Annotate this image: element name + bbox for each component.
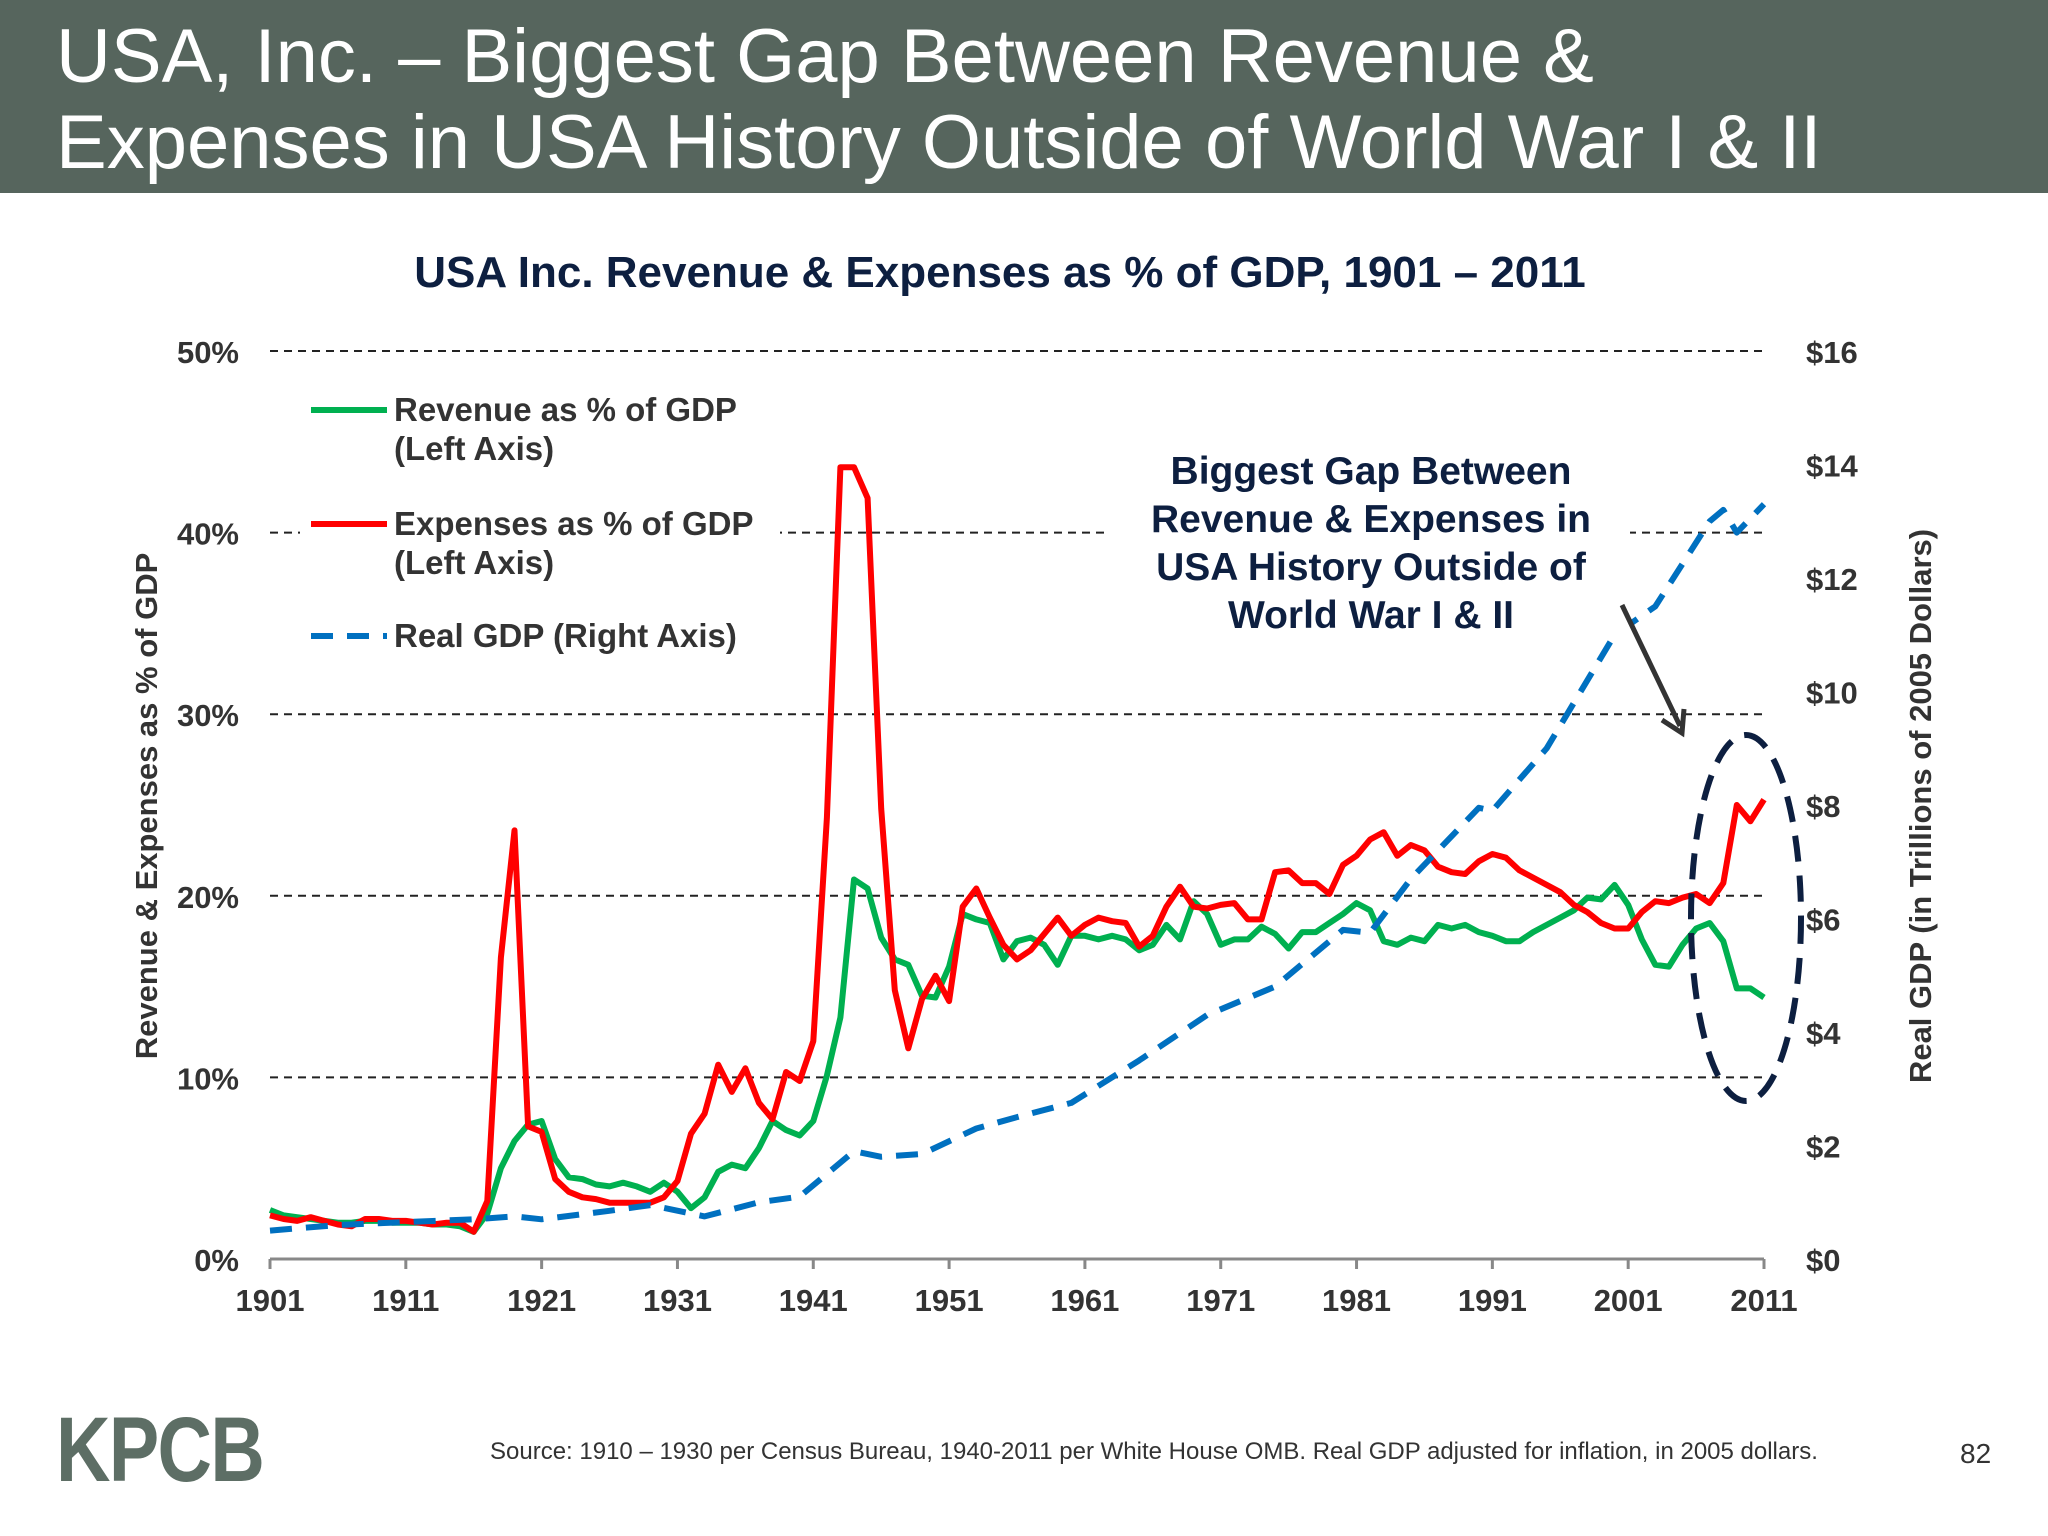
y2-tick-label: $6 xyxy=(1806,903,1840,938)
legend-label-expenses: Expenses as % of GDP xyxy=(394,505,753,542)
chart-title: USA Inc. Revenue & Expenses as % of GDP,… xyxy=(414,248,1585,297)
y-tick-label: 20% xyxy=(177,880,239,915)
x-tick-label: 1981 xyxy=(1322,1283,1391,1318)
y2-tick-label: $0 xyxy=(1806,1243,1840,1278)
y-tick-label: 0% xyxy=(194,1243,239,1278)
legend-label-gdp: Real GDP (Right Axis) xyxy=(394,617,737,654)
kpcb-logo: KPCB xyxy=(56,1399,265,1501)
series-line-revenue xyxy=(268,876,1766,1235)
x-tick-label: 1921 xyxy=(507,1283,576,1318)
y2-axis-label: Real GDP (in Trillions of 2005 Dollars) xyxy=(1903,529,1938,1083)
y2-tick-label: $8 xyxy=(1806,789,1840,824)
y-axis-label: Revenue & Expenses as % of GDP xyxy=(129,553,164,1060)
legend-label-expenses-axis: (Left Axis) xyxy=(394,544,554,581)
x-tick-label: 1971 xyxy=(1186,1283,1255,1318)
x-tick-label: 1961 xyxy=(1050,1283,1119,1318)
x-tick-label: 1911 xyxy=(372,1283,439,1318)
annotation-line-2: Revenue & Expenses in xyxy=(1151,498,1591,541)
y-tick-label: 30% xyxy=(177,698,239,733)
x-tick-label: 2001 xyxy=(1594,1283,1663,1318)
series-line-expenses xyxy=(269,464,1767,1235)
y2-tick-label: $16 xyxy=(1806,335,1858,370)
y2-tick-label: $12 xyxy=(1806,562,1858,597)
source-note: Source: 1910 – 1930 per Census Bureau, 1… xyxy=(490,1438,1818,1465)
x-tick-label: 1991 xyxy=(1458,1283,1527,1318)
x-tick-label: 2011 xyxy=(1730,1283,1797,1318)
annotation-line-4: World War I & II xyxy=(1228,594,1514,637)
y-tick-label: 50% xyxy=(177,335,239,370)
slide-header: USA, Inc. – Biggest Gap Between Revenue … xyxy=(0,0,2048,193)
x-tick-label: 1931 xyxy=(643,1283,712,1318)
slide-title-line1: USA, Inc. – Biggest Gap Between Revenue … xyxy=(56,14,1594,99)
series-lines xyxy=(268,464,1767,1235)
axes: 0% 10% 20% 30% 40% 50% $0 $2 $4 $6 $8 $10 $12 $14 $16 1… xyxy=(177,335,1859,1318)
y-tick-label: 40% xyxy=(177,517,239,552)
y-tick-label: 10% xyxy=(177,1061,239,1096)
y2-tick-label: $14 xyxy=(1806,449,1858,484)
x-tick-label: 1951 xyxy=(915,1283,984,1318)
highlight-ellipse xyxy=(1688,732,1804,1104)
annotation-line-1: Biggest Gap Between xyxy=(1171,450,1572,493)
x-tick-label: 1941 xyxy=(779,1283,848,1318)
legend-label-revenue-axis: (Left Axis) xyxy=(394,430,554,467)
legend-label-revenue: Revenue as % of GDP xyxy=(394,391,737,428)
legend: Revenue as % of GDP (Left Axis) Expenses… xyxy=(300,378,780,668)
annotation-arrow xyxy=(1619,603,1687,738)
series-line-real-gdp xyxy=(269,502,1767,1234)
slide-title-line2: Expenses in USA History Outside of World… xyxy=(56,100,1822,185)
annotation-line-3: USA History Outside of xyxy=(1156,546,1587,589)
gridlines xyxy=(270,350,1764,1079)
y2-tick-label: $10 xyxy=(1806,676,1858,711)
annotation: Biggest Gap Between Revenue & Expenses i… xyxy=(1110,440,1804,1104)
y2-tick-label: $4 xyxy=(1806,1016,1841,1051)
slide-title: USA, Inc. – Biggest Gap Between Revenue … xyxy=(56,14,1822,186)
y2-tick-label: $2 xyxy=(1806,1130,1840,1165)
x-tick-label: 1901 xyxy=(236,1283,305,1318)
page-number: 82 xyxy=(1960,1438,1992,1469)
